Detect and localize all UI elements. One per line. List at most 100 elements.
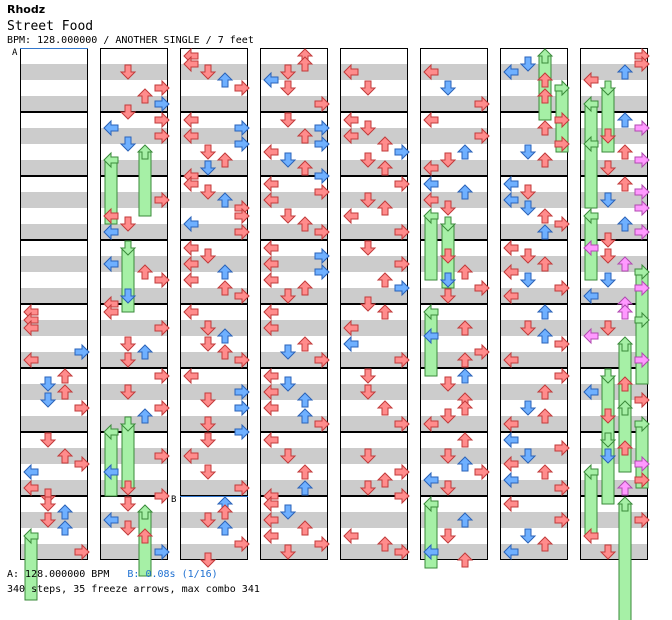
beat-stripe — [500, 128, 568, 144]
step-arrow-left — [343, 207, 359, 225]
step-arrow-right — [314, 415, 330, 433]
step-arrow-down — [119, 64, 137, 80]
step-arrow-down — [599, 408, 617, 424]
step-arrow-up — [136, 264, 154, 280]
step-arrow-down — [279, 64, 297, 80]
step-arrow-left — [183, 367, 199, 385]
measure-border — [180, 304, 248, 368]
step-arrow-down — [599, 368, 617, 384]
beat-stripe — [20, 320, 88, 336]
step-arrow-up — [376, 472, 394, 488]
step-arrow-up — [536, 152, 554, 168]
step-arrow-left — [23, 463, 39, 481]
step-arrow-left — [343, 527, 359, 545]
step-arrow-left — [103, 463, 119, 481]
step-arrow-left — [183, 55, 199, 73]
step-arrow-left — [583, 463, 599, 481]
step-arrow-down — [359, 368, 377, 384]
step-arrow-left — [263, 271, 279, 289]
beat-stripe — [420, 384, 488, 400]
step-arrow-up — [616, 376, 634, 392]
beat-stripe — [340, 416, 408, 432]
step-arrow-down — [359, 480, 377, 496]
measure-border — [260, 48, 328, 112]
step-arrow-right — [474, 95, 490, 113]
step-arrow-left — [263, 383, 279, 401]
step-arrow-up — [456, 320, 474, 336]
step-arrow-right — [394, 255, 410, 273]
measure-border — [260, 432, 328, 496]
step-arrow-down — [519, 144, 537, 160]
step-arrow-right — [234, 383, 250, 401]
step-arrow-right — [154, 543, 170, 561]
step-arrow-left — [263, 191, 279, 209]
measure-border — [180, 240, 248, 304]
step-arrow-left — [263, 367, 279, 385]
step-arrow-down — [199, 512, 217, 528]
step-arrow-right — [394, 279, 410, 297]
step-arrow-right — [234, 423, 250, 441]
step-arrow-left — [183, 175, 199, 193]
step-arrow-down — [599, 432, 617, 448]
step-arrow-down — [119, 104, 137, 120]
step-arrow-up — [456, 352, 474, 368]
freeze-tail — [618, 343, 632, 409]
step-arrow-down — [199, 432, 217, 448]
step-arrow-down — [439, 448, 457, 464]
step-arrow-left — [423, 111, 439, 129]
step-arrow-up — [456, 512, 474, 528]
step-arrow-left — [583, 527, 599, 545]
step-arrow-down — [599, 80, 617, 96]
step-arrow-right — [394, 543, 410, 561]
step-arrow-left — [503, 431, 519, 449]
step-arrow-up — [376, 136, 394, 152]
measure-border — [20, 112, 88, 176]
step-arrow-right — [634, 263, 650, 281]
step-arrow-right — [314, 223, 330, 241]
step-arrow-up — [136, 144, 154, 160]
step-arrow-down — [199, 392, 217, 408]
step-arrow-left — [263, 495, 279, 513]
footer-stats: 340 steps, 35 freeze arrows, max combo 3… — [7, 584, 260, 595]
step-arrow-down — [199, 552, 217, 568]
step-arrow-left — [183, 303, 199, 321]
step-arrow-down — [39, 512, 57, 528]
step-arrow-right — [634, 119, 650, 137]
step-arrow-down — [119, 352, 137, 368]
measure-border — [420, 496, 488, 560]
step-arrow-left — [103, 223, 119, 241]
step-arrow-up — [456, 552, 474, 568]
step-arrow-right — [634, 55, 650, 73]
step-arrow-left — [263, 319, 279, 337]
step-arrow-down — [599, 544, 617, 560]
step-arrow-down — [359, 240, 377, 256]
measure-border — [100, 496, 168, 560]
step-arrow-left — [423, 471, 439, 489]
measure-border — [180, 48, 248, 112]
beat-stripe — [260, 352, 328, 368]
beat-stripe — [500, 256, 568, 272]
beat-stripe — [340, 544, 408, 560]
step-arrow-left — [103, 423, 119, 441]
beat-stripe — [500, 224, 568, 240]
step-arrow-up — [296, 408, 314, 424]
measure-border — [420, 112, 488, 176]
beat-stripe — [100, 96, 168, 112]
step-arrow-down — [519, 272, 537, 288]
measure-border — [500, 368, 568, 432]
step-arrow-up — [216, 504, 234, 520]
step-arrow-left — [263, 431, 279, 449]
beat-stripe — [420, 64, 488, 80]
step-arrow-down — [199, 416, 217, 432]
measure-border — [500, 432, 568, 496]
beat-stripe — [580, 288, 648, 304]
beat-stripe — [20, 288, 88, 304]
step-arrow-down — [439, 200, 457, 216]
step-arrow-up — [456, 400, 474, 416]
step-arrow-down — [279, 344, 297, 360]
step-arrow-down — [519, 320, 537, 336]
step-arrow-down — [519, 400, 537, 416]
step-arrow-up — [296, 280, 314, 296]
step-arrow-up — [616, 440, 634, 456]
step-arrow-left — [423, 415, 439, 433]
